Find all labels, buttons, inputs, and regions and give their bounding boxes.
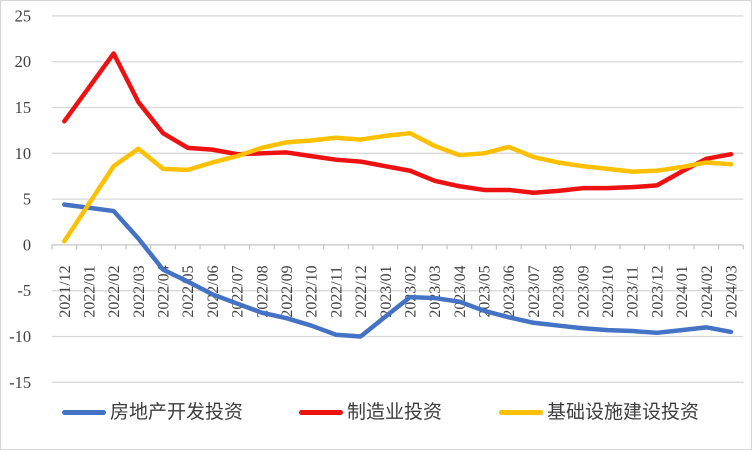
x-tick-label: 2023/07 — [526, 265, 543, 317]
x-tick-label: 2023/05 — [477, 265, 494, 317]
x-tick-label: 2024/01 — [674, 265, 691, 317]
x-tick-label: 2022/12 — [353, 265, 370, 317]
x-tick-label: 2021/12 — [57, 265, 74, 317]
y-tick-label: 5 — [23, 190, 31, 209]
legend-item-real-estate: 房地产开发投资 — [62, 402, 243, 423]
x-tick-label: 2023/02 — [402, 265, 419, 317]
x-tick-label: 2022/11 — [328, 266, 345, 318]
legend-marker-infrastructure — [499, 410, 543, 415]
x-tick-label: 2023/10 — [600, 265, 617, 317]
y-tick-label: 0 — [23, 235, 31, 254]
x-tick-label: 2022/04 — [156, 265, 173, 317]
x-tick-label: 2022/03 — [131, 265, 148, 317]
x-tick-label: 2022/07 — [230, 265, 247, 317]
y-tick-label: 20 — [15, 52, 31, 71]
x-tick-label: 2022/05 — [180, 265, 197, 317]
legend-label-manufacturing: 制造业投资 — [347, 402, 443, 423]
y-tick-label: 15 — [15, 98, 31, 117]
x-tick-label: 2023/01 — [378, 265, 395, 317]
x-tick-label: 2023/11 — [625, 266, 642, 318]
y-tick-label: -5 — [17, 281, 31, 300]
x-tick-label: 2023/08 — [551, 265, 568, 317]
x-tick-label: 2024/03 — [723, 265, 740, 317]
x-tick-label: 2022/06 — [205, 265, 222, 317]
x-tick-label: 2023/09 — [575, 265, 592, 317]
x-tick-label: 2023/12 — [649, 265, 666, 317]
y-tick-label: 10 — [15, 144, 31, 163]
x-tick-label: 2023/06 — [501, 265, 518, 317]
y-tick-label: -15 — [9, 373, 31, 392]
x-tick-label: 2022/01 — [81, 265, 98, 317]
series-line-manufacturing — [62, 51, 734, 195]
x-tick-label: 2022/09 — [279, 265, 296, 317]
legend-label-infrastructure: 基础设施建设投资 — [547, 402, 700, 423]
x-tick-label: 2023/03 — [427, 265, 444, 317]
legend-marker-real-estate — [62, 410, 106, 415]
legend-marker-manufacturing — [299, 410, 343, 415]
y-tick-label: -10 — [9, 327, 31, 346]
legend-label-real-estate: 房地产开发投资 — [110, 402, 244, 423]
x-tick-label: 2022/02 — [106, 265, 123, 317]
legend-item-infrastructure: 基础设施建设投资 — [499, 402, 699, 423]
series-line-real-estate — [62, 202, 734, 339]
x-tick-label: 2022/08 — [254, 265, 271, 317]
x-tick-label: 2022/10 — [304, 265, 321, 317]
y-tick-label: 25 — [15, 6, 31, 25]
x-tick-label: 2024/02 — [699, 265, 716, 317]
x-tick-label: 2023/04 — [452, 265, 469, 317]
series-line-infrastructure — [62, 130, 734, 244]
legend-item-manufacturing: 制造业投资 — [299, 402, 442, 423]
